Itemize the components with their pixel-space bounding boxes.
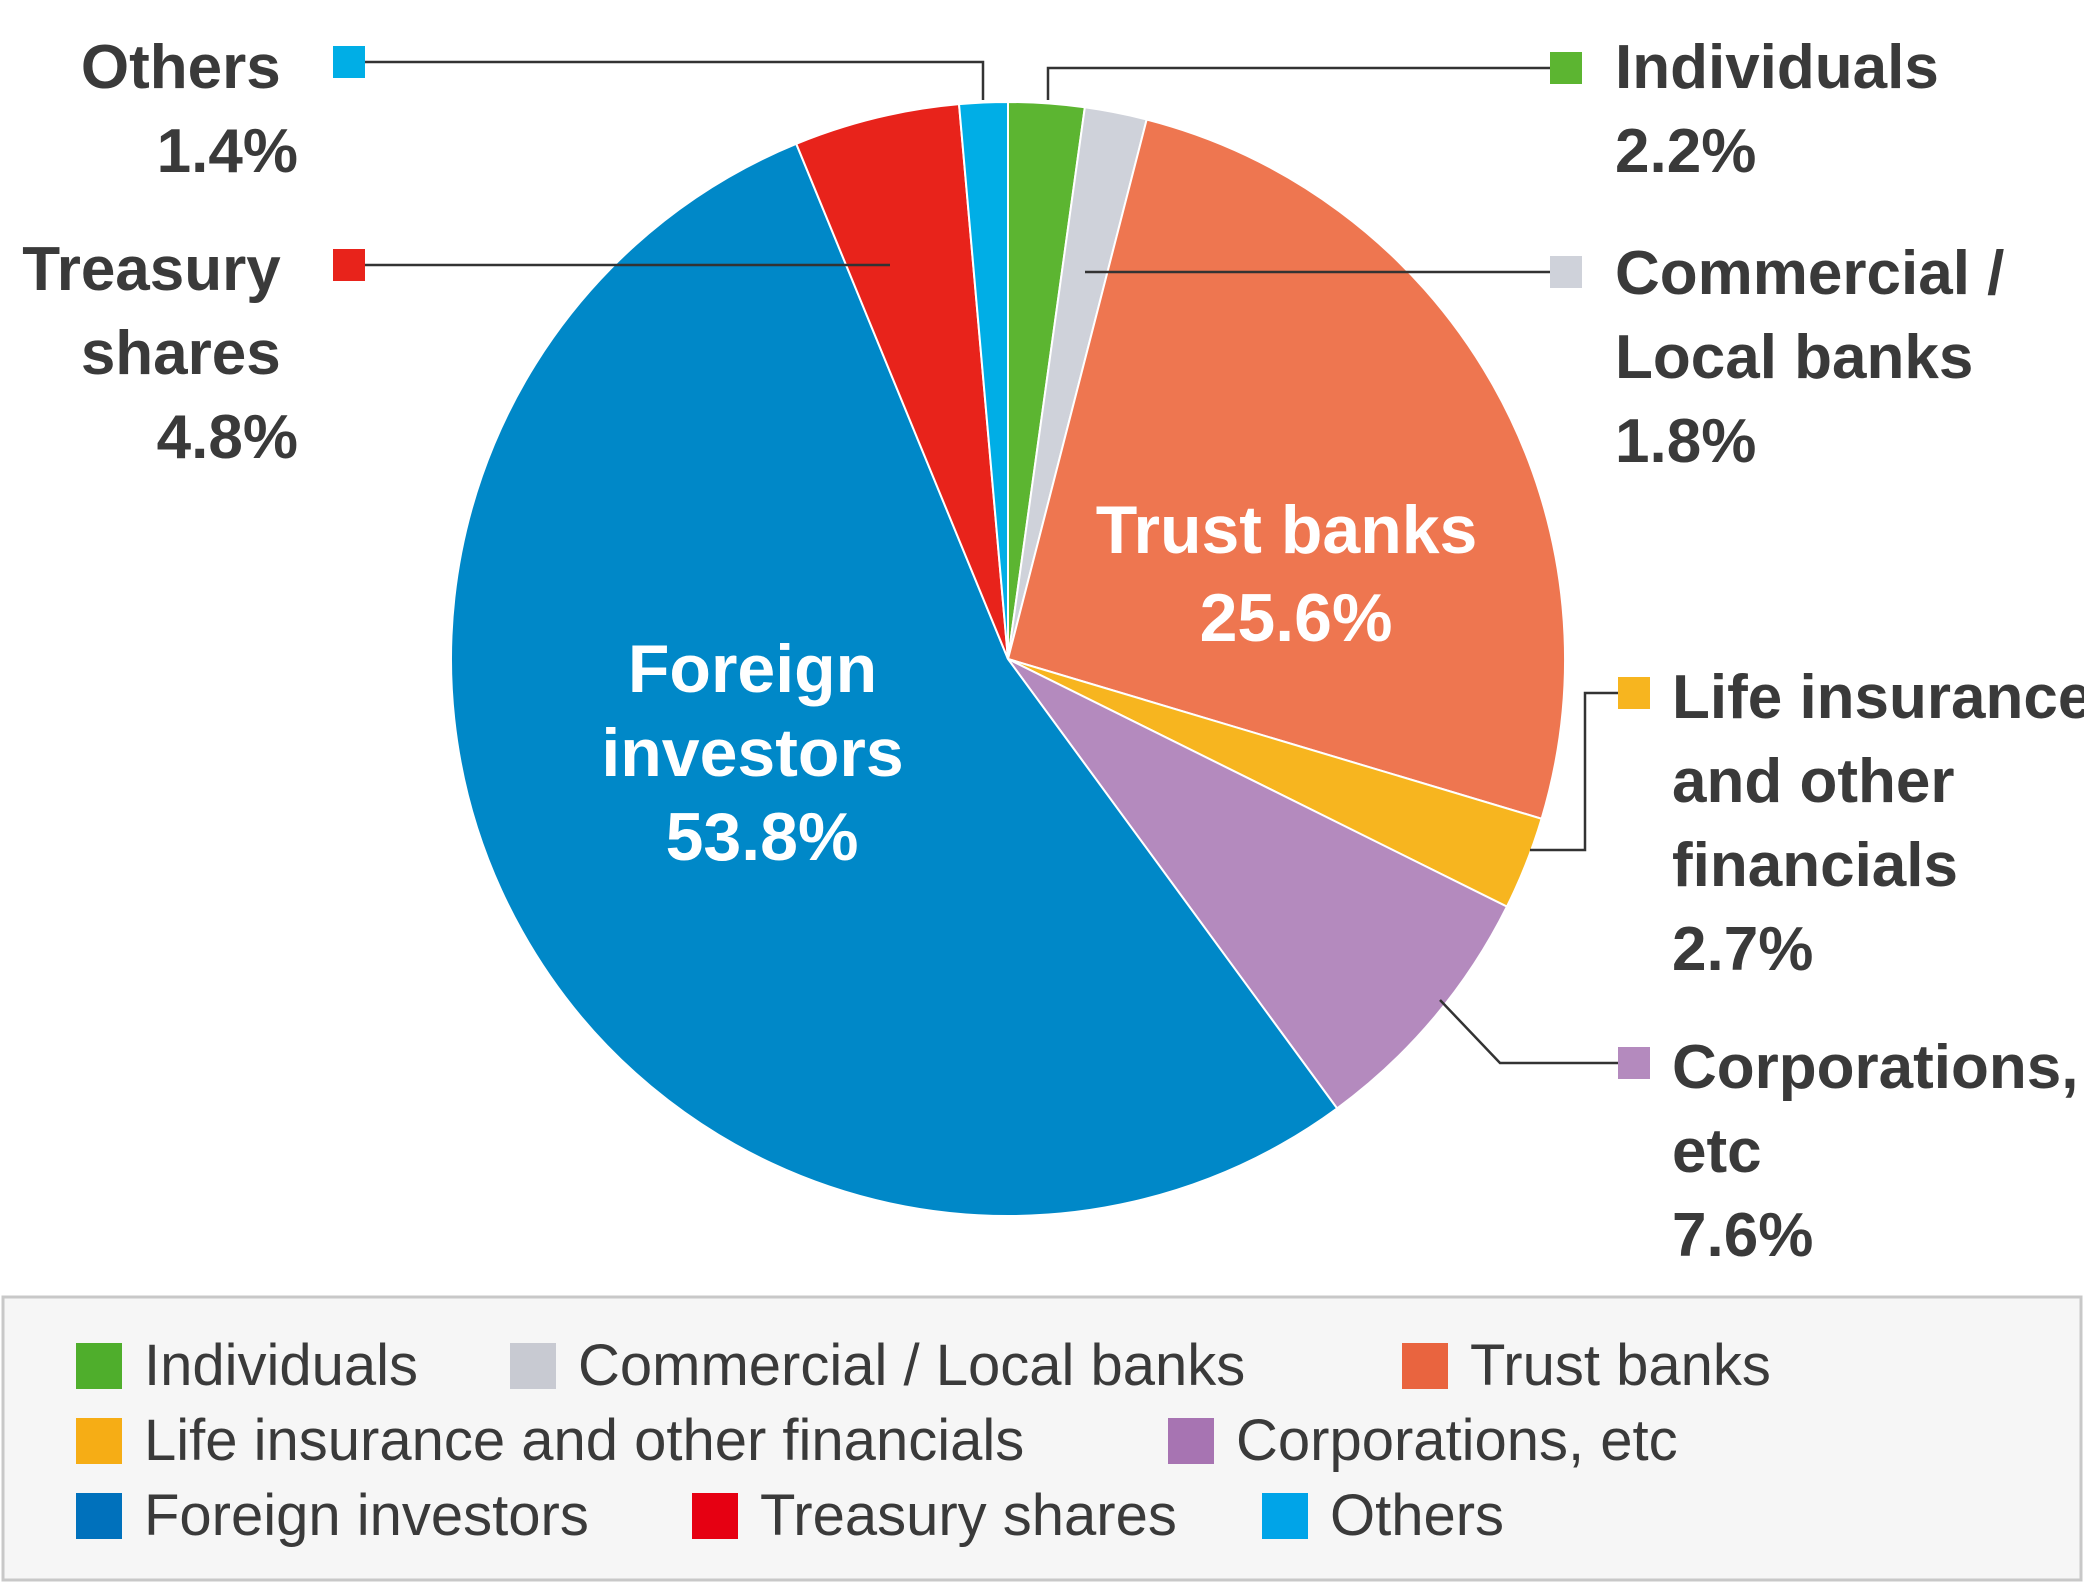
legend-label-trust-banks: Trust banks bbox=[1470, 1333, 1771, 1398]
slice-label-trust-banks: Trust banks 25.6% bbox=[1096, 492, 1497, 656]
leader-corporations bbox=[1439, 999, 1618, 1065]
pie-slice-foreign-investors bbox=[450, 142, 1339, 1217]
pie-slices bbox=[450, 100, 1566, 1217]
leader-others bbox=[365, 60, 985, 100]
slice-label-foreign-investors: Foreign investors 53.8% bbox=[601, 631, 922, 875]
callout-life: Life insurance and other financials 2.7% bbox=[1672, 663, 2084, 984]
callout-treasury: Treasury shares 4.8% bbox=[22, 235, 298, 472]
legend-box bbox=[1, 1295, 2083, 1582]
callout-individuals: Individuals 2.2% bbox=[1615, 33, 1956, 186]
legend: Individuals Commercial / Local banks Trust… bbox=[76, 1333, 1771, 1548]
callout-others: Others 1.4% bbox=[81, 33, 298, 186]
callout-corporations: Corporations, etc 7.6% bbox=[1672, 1033, 2084, 1270]
legend-swatch-foreign-investors bbox=[76, 1493, 122, 1539]
legend-swatch-others bbox=[1262, 1493, 1308, 1539]
marker-commercial bbox=[1550, 256, 1582, 288]
legend-swatch-trust-banks bbox=[1402, 1343, 1448, 1389]
pie-slice-trust-banks bbox=[1006, 118, 1566, 820]
pie-slice-others bbox=[957, 100, 1009, 660]
marker-corporations bbox=[1618, 1047, 1650, 1079]
leader-life bbox=[1530, 691, 1618, 852]
legend-swatch-life-insurance-and-other-financials bbox=[76, 1418, 122, 1464]
legend-label-others: Others bbox=[1330, 1483, 1504, 1548]
callout-commercial: Commercial / Local banks 1.8% bbox=[1615, 239, 2022, 476]
marker-treasury bbox=[333, 249, 365, 281]
legend-label-treasury-shares: Treasury shares bbox=[760, 1483, 1177, 1548]
pie-slice-corporations-etc bbox=[1007, 658, 1509, 1110]
legend-swatch-commercial-local-banks bbox=[510, 1343, 556, 1389]
legend-label-commercial-local-banks: Commercial / Local banks bbox=[578, 1333, 1245, 1398]
legend-swatch-corporations-etc bbox=[1168, 1418, 1214, 1464]
pie-slice-treasury-shares bbox=[794, 103, 1009, 660]
marker-life bbox=[1618, 677, 1650, 709]
leader-lines bbox=[365, 60, 1618, 1065]
legend-label-individuals: Individuals bbox=[144, 1333, 418, 1398]
legend-label-life-insurance-and-other-financials: Life insurance and other financials bbox=[144, 1408, 1024, 1473]
legend-swatch-individuals bbox=[76, 1343, 122, 1389]
legend-label-foreign-investors: Foreign investors bbox=[144, 1483, 589, 1548]
callout-markers bbox=[333, 46, 1650, 1079]
leader-individuals bbox=[1046, 66, 1550, 100]
marker-others bbox=[333, 46, 365, 78]
legend-swatch-treasury-shares bbox=[692, 1493, 738, 1539]
legend-label-corporations-etc: Corporations, etc bbox=[1236, 1408, 1678, 1473]
marker-individuals bbox=[1550, 52, 1582, 84]
